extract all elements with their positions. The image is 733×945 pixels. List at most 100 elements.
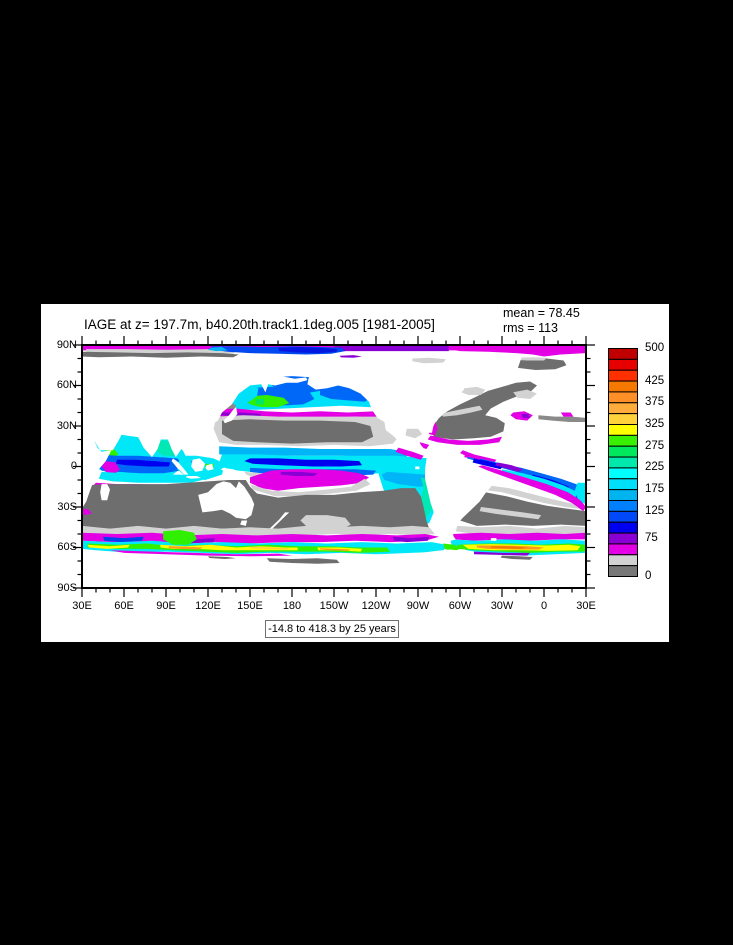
- colorbar-label-375: 375: [645, 396, 665, 409]
- map-region-kerguelen-green: [163, 530, 197, 545]
- colorbar-box-11: [608, 467, 638, 480]
- x-axis-label-6-150W: 150W: [319, 600, 349, 612]
- map-region-satl-gyre-dgray: [455, 490, 586, 526]
- rms-stat-label: rms = 113: [503, 321, 558, 335]
- map-region-coral-purple: [280, 471, 318, 476]
- map-region-ross-dgray: [266, 558, 340, 564]
- map-region-land-borneo: [191, 458, 206, 472]
- map-region-na-magenta-south: [427, 435, 502, 445]
- x-axis-label-10-30W: 30W: [490, 600, 514, 612]
- map-region-coral-magenta: [250, 469, 369, 491]
- map-region-land-greenland: [476, 355, 522, 387]
- map-region-sep-sky-band: [381, 471, 434, 487]
- map-region-io-dblue: [115, 459, 171, 467]
- map-region-so-orange1: [168, 546, 203, 550]
- map-region-land-madagascar: [100, 484, 110, 501]
- x-axis-label-9-60W: 60W: [448, 600, 472, 612]
- colorbar-box-12: [608, 478, 638, 491]
- map-region-guyana-magenta: [460, 450, 483, 460]
- x-axis-label-2-90E: 90E: [156, 600, 176, 612]
- map-region-land-sulawesi: [205, 463, 214, 471]
- map-region-land-antarctica: [82, 549, 586, 588]
- map-region-pac-eq-dblue: [244, 458, 362, 467]
- map-region-centam-magenta: [395, 447, 424, 460]
- map-region-io-s-cyan: [98, 471, 203, 483]
- map-region-coral-lgray-band: [250, 478, 371, 497]
- map-region-so-dorange-atl: [490, 546, 528, 549]
- map-region-eqatl-purple: [495, 462, 523, 472]
- map-region-land-eurasia: [82, 362, 308, 458]
- colorbar-box-3: [608, 380, 638, 393]
- map-region-eqatl-magenta-bottom: [478, 465, 586, 512]
- y-axis-label-30S: 30S: [57, 500, 77, 513]
- colorbar-box-7: [608, 424, 638, 436]
- map-region-so-blue-seg: [103, 536, 144, 543]
- map-region-so-orange2: [320, 548, 351, 551]
- map-region-eastant-dgray: [208, 556, 236, 559]
- map-region-arctic-lgray-canada: [412, 357, 446, 364]
- map-region-land-newguinea: [220, 467, 250, 480]
- colorbar-label-425: 425: [645, 374, 665, 387]
- colorbar-label-125: 125: [645, 504, 665, 517]
- x-axis-label-8-90W: 90W: [406, 600, 430, 612]
- map-region-land-newzealand: [269, 512, 290, 529]
- map-region-galapagos-white: [415, 466, 420, 470]
- map-region-barents-dgray: [507, 357, 567, 370]
- map-region-na-magenta-east: [510, 411, 533, 421]
- mean-stat-label: mean = 78.45: [503, 306, 580, 320]
- map-region-land-africa: [82, 423, 112, 509]
- colorbar-box-9: [608, 445, 638, 458]
- colorbar-box-16: [608, 521, 638, 534]
- map-region-med-magenta: [560, 412, 574, 417]
- x-axis-label-4-150E: 150E: [237, 600, 263, 612]
- map-region-barents-lgray: [516, 357, 547, 361]
- map-region-somali-magenta: [101, 461, 120, 475]
- map-region-med-gray: [538, 415, 586, 422]
- y-axis-label-90N: 90N: [56, 338, 77, 351]
- colorbar-box-0: [608, 348, 638, 360]
- map-region-land-tasmania: [240, 520, 248, 526]
- map-region-benguela-cyan: [574, 482, 586, 505]
- map-region-arctic-sky: [208, 347, 228, 352]
- x-axis-label-7-120W: 120W: [361, 600, 391, 612]
- map-region-land-namerica: [307, 368, 465, 455]
- map-region-agulhas-magenta: [82, 508, 92, 516]
- map-region-satl-bottom-lgray: [455, 525, 586, 536]
- y-axis-label-90S: 90S: [57, 581, 77, 594]
- colorbar-box-1: [608, 358, 638, 371]
- x-axis-label-12-30E: 30E: [576, 600, 596, 612]
- map-region-land-java: [185, 476, 201, 479]
- y-axis-label-0: 0: [70, 460, 77, 472]
- x-axis-label-5-180: 180: [282, 600, 302, 612]
- colorbar-box-18: [608, 543, 638, 556]
- map-region-na-lgray-gulfstream: [440, 405, 483, 417]
- colorbar-box-13: [608, 489, 638, 501]
- map-region-carib-lgray: [405, 428, 423, 439]
- map-region-nz-lgray: [300, 515, 351, 530]
- map-region-arctic-purple: [334, 345, 449, 352]
- colorbar-label-75: 75: [645, 532, 658, 544]
- colorbar-box-10: [608, 456, 638, 469]
- map-region-satl-lgray-streak: [479, 507, 542, 520]
- map-region-na-lgray-labrador: [461, 386, 486, 395]
- map-region-sgeorgia-white: [490, 538, 497, 541]
- colorbar-label-275: 275: [645, 439, 665, 452]
- colorbar-box-6: [608, 413, 638, 425]
- y-axis-label-60S: 60S: [57, 541, 77, 553]
- map-region-np-spring: [255, 399, 264, 405]
- x-axis-label-3-120E: 120E: [195, 600, 221, 612]
- map-region-so-gold: [250, 546, 290, 550]
- map-region-na-gyre-dgray: [433, 381, 537, 440]
- colorbar-box-15: [608, 510, 638, 523]
- colorbar-box-4: [608, 391, 638, 404]
- contour-range-box: -14.8 to 418.3 by 25 years: [265, 620, 399, 638]
- map-region-land-australia: [198, 481, 255, 520]
- world-map-plot: [73, 336, 595, 597]
- x-axis-label-1-60E: 60E: [114, 600, 134, 612]
- map-region-land-japan: [223, 407, 238, 424]
- map-region-arctic-dblue: [278, 347, 337, 354]
- map-region-np-gyre-dgray: [222, 419, 374, 444]
- x-axis-label-0-30E: 30E: [72, 600, 92, 612]
- y-axis-label-30N: 30N: [56, 419, 77, 432]
- colorbar-box-2: [608, 369, 638, 382]
